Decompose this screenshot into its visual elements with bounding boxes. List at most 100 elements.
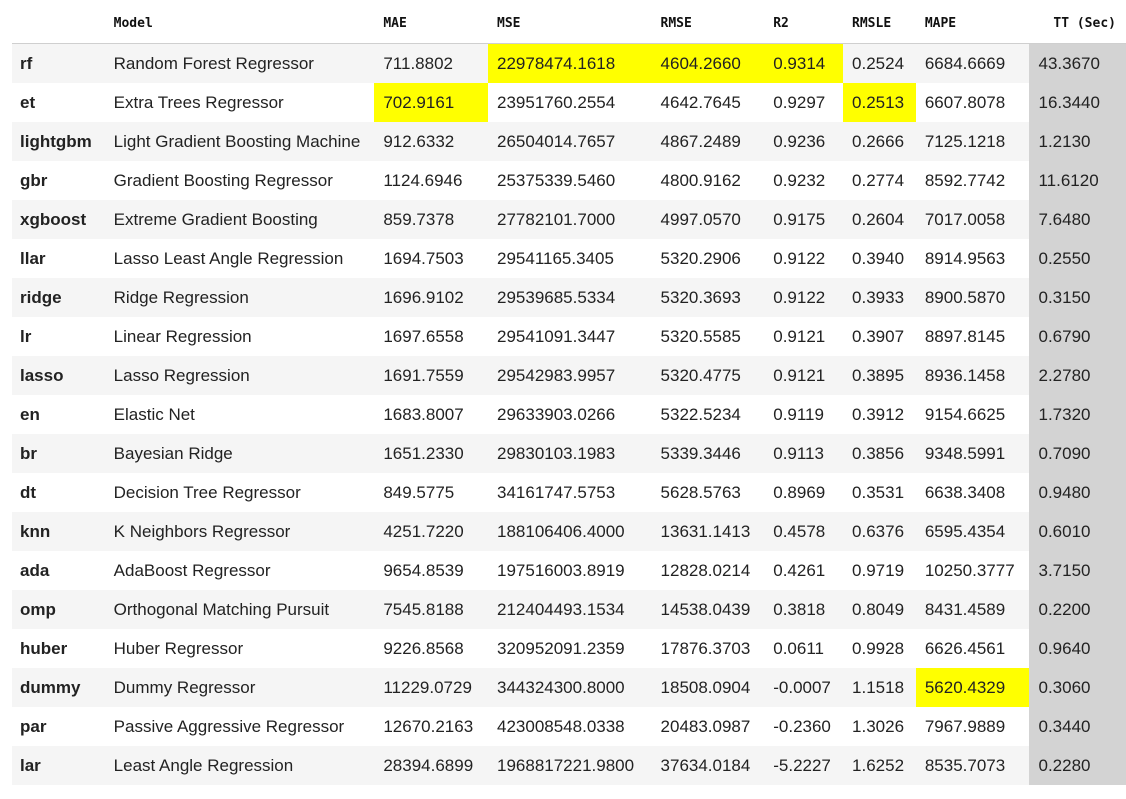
cell-model: Dummy Regressor xyxy=(113,677,256,697)
table-row: knn K Neighbors Regressor 4251.7220 1881064… xyxy=(12,512,1126,551)
cell-mape: 8897.8145 xyxy=(924,326,1006,346)
cell-rmsle: 0.3907 xyxy=(852,326,905,346)
cell-rmsle: 0.2604 xyxy=(852,209,905,229)
cell-rmse: 13631.1413 xyxy=(660,521,751,541)
cell-tt: 7.6480 xyxy=(1029,200,1126,239)
cell-model: Least Angle Regression xyxy=(113,755,294,775)
cell-mse: 26504014.7657 xyxy=(497,131,616,151)
cell-r2: -0.0007 xyxy=(773,677,831,697)
cell-model: Lasso Regression xyxy=(113,365,250,385)
cell-rmse: 5320.5585 xyxy=(660,326,741,346)
cell-model: Orthogonal Matching Pursuit xyxy=(113,599,330,619)
row-id: huber xyxy=(20,638,68,658)
table-row: xgboost Extreme Gradient Boosting 859.7378… xyxy=(12,200,1126,239)
cell-mape: 8936.1458 xyxy=(924,365,1006,385)
table-row: par Passive Aggressive Regressor 12670.216… xyxy=(12,707,1126,746)
row-id: lasso xyxy=(20,365,64,385)
cell-tt: 0.3440 xyxy=(1029,707,1126,746)
cell-tt: 1.2130 xyxy=(1029,122,1126,161)
header-tt: TT (Sec) xyxy=(1029,3,1126,44)
table-row: et Extra Trees Regressor 702.9161 23951760.… xyxy=(12,83,1126,122)
cell-rmsle: 0.3856 xyxy=(852,443,905,463)
header-rmse: RMSE xyxy=(651,3,765,44)
cell-tt: 0.6790 xyxy=(1029,317,1126,356)
cell-r2: 0.9297 xyxy=(773,92,826,112)
cell-mse: 29541165.3405 xyxy=(497,248,614,268)
table-row: ridge Ridge Regression 1696.9102 29539685.5… xyxy=(12,278,1126,317)
cell-rmse: 5628.5763 xyxy=(660,482,741,502)
cell-rmsle: 1.6252 xyxy=(852,755,905,775)
cell-mape: 8431.4589 xyxy=(924,599,1006,619)
cell-rmse: 4867.2489 xyxy=(660,131,741,151)
header-index xyxy=(12,3,105,44)
cell-rmsle: 0.8049 xyxy=(852,599,905,619)
table-row: dt Decision Tree Regressor 849.5775 3416174… xyxy=(12,473,1126,512)
table-row: rf Random Forest Regressor 711.8802 2297847… xyxy=(12,43,1126,83)
cell-rmsle: 0.3912 xyxy=(852,404,905,424)
cell-mae: 28394.6899 xyxy=(383,755,474,775)
cell-r2: 0.9314 xyxy=(764,43,844,83)
cell-model: Bayesian Ridge xyxy=(113,443,233,463)
cell-mape: 10250.3777 xyxy=(924,560,1015,580)
cell-tt: 2.2780 xyxy=(1029,356,1126,395)
cell-model: AdaBoost Regressor xyxy=(113,560,271,580)
cell-r2: 0.3818 xyxy=(773,599,826,619)
cell-mae: 7545.8188 xyxy=(383,599,464,619)
row-id: dt xyxy=(20,482,37,502)
cell-mae: 12670.2163 xyxy=(383,716,474,736)
cell-rmsle: 0.3933 xyxy=(852,287,905,307)
cell-tt: 0.9480 xyxy=(1029,473,1126,512)
cell-r2: 0.4261 xyxy=(773,560,826,580)
cell-mse: 423008548.0338 xyxy=(497,716,625,736)
cell-rmsle: 1.3026 xyxy=(852,716,905,736)
table-row: lar Least Angle Regression 28394.6899 19688… xyxy=(12,746,1126,785)
cell-model: Extra Trees Regressor xyxy=(113,92,284,112)
table-header: Model MAE MSE RMSE R2 RMSLE MAPE TT (Sec… xyxy=(12,3,1126,44)
cell-rmse: 17876.3703 xyxy=(660,638,751,658)
cell-mae: 1691.7559 xyxy=(383,365,464,385)
cell-mse: 29633903.0266 xyxy=(497,404,616,424)
cell-tt: 0.2200 xyxy=(1029,590,1126,629)
row-id: dummy xyxy=(20,677,81,697)
header-rmsle: RMSLE xyxy=(843,3,916,44)
cell-mape: 9154.6625 xyxy=(924,404,1006,424)
cell-mae: 1697.6558 xyxy=(383,326,464,346)
cell-rmse: 5339.3446 xyxy=(660,443,741,463)
row-id: br xyxy=(20,443,37,463)
cell-mape: 7017.0058 xyxy=(924,209,1006,229)
cell-rmsle: 0.2524 xyxy=(852,53,905,73)
cell-mape: 5620.4329 xyxy=(915,668,1030,707)
cell-model: Passive Aggressive Regressor xyxy=(113,716,345,736)
cell-rmsle: 0.2774 xyxy=(852,170,905,190)
header-mae: MAE xyxy=(374,3,488,44)
cell-model: Linear Regression xyxy=(113,326,252,346)
cell-rmse: 5320.4775 xyxy=(660,365,741,385)
cell-tt: 1.7320 xyxy=(1029,395,1126,434)
table-row: llar Lasso Least Angle Regression 1694.750… xyxy=(12,239,1126,278)
row-id: lightgbm xyxy=(20,131,92,151)
row-id: ada xyxy=(20,560,50,580)
cell-tt: 0.9640 xyxy=(1029,629,1126,668)
cell-tt: 0.2550 xyxy=(1029,239,1126,278)
cell-mae: 859.7378 xyxy=(383,209,455,229)
cell-tt: 16.3440 xyxy=(1029,83,1126,122)
row-id: gbr xyxy=(20,170,48,190)
cell-rmse: 5320.2906 xyxy=(660,248,741,268)
cell-mse: 29830103.1983 xyxy=(497,443,616,463)
cell-mape: 6684.6669 xyxy=(924,53,1006,73)
cell-mse: 22978474.1618 xyxy=(488,43,652,83)
header-mse: MSE xyxy=(488,3,652,44)
row-id: par xyxy=(20,716,47,736)
cell-mae: 1694.7503 xyxy=(383,248,464,268)
cell-model: K Neighbors Regressor xyxy=(113,521,291,541)
cell-r2: 0.4578 xyxy=(773,521,826,541)
row-id: knn xyxy=(20,521,51,541)
cell-model: Ridge Regression xyxy=(113,287,249,307)
row-id: en xyxy=(20,404,40,424)
cell-rmse: 5320.3693 xyxy=(660,287,741,307)
cell-rmse: 14538.0439 xyxy=(660,599,751,619)
header-row: Model MAE MSE RMSE R2 RMSLE MAPE TT (Sec… xyxy=(12,3,1126,44)
cell-tt: 0.3060 xyxy=(1029,668,1126,707)
row-id: et xyxy=(20,92,36,112)
row-id: omp xyxy=(20,599,56,619)
